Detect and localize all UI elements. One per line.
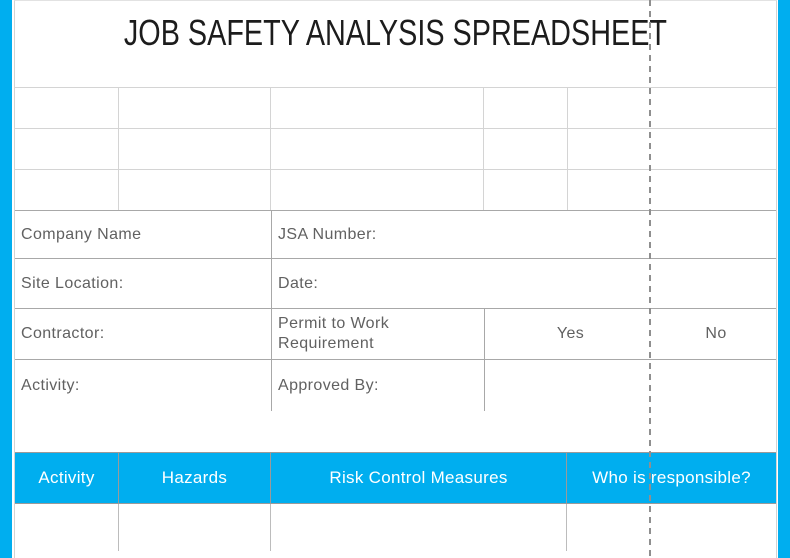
date-cell[interactable]: Date: bbox=[272, 259, 776, 308]
permit-no-cell[interactable]: No bbox=[650, 309, 776, 359]
grid-cell[interactable] bbox=[119, 129, 271, 169]
grid-cell[interactable] bbox=[15, 129, 119, 169]
approved-by-cell[interactable]: Approved By: bbox=[272, 360, 485, 411]
header-responsible-label: Who is responsible? bbox=[592, 468, 751, 487]
jsa-number-cell[interactable]: JSA Number: bbox=[272, 211, 776, 258]
contractor-cell[interactable]: Contractor: bbox=[15, 309, 272, 359]
grid-cell[interactable] bbox=[271, 170, 484, 210]
grid-row bbox=[15, 88, 776, 129]
permit-yes-cell[interactable]: Yes bbox=[485, 309, 650, 359]
grid-cell[interactable] bbox=[484, 170, 568, 210]
activity-label: Activity: bbox=[21, 376, 80, 394]
page-title: JOB SAFETY ANALYSIS SPREADSHEET bbox=[123, 12, 668, 53]
header-risk-control-label: Risk Control Measures bbox=[329, 468, 508, 487]
activity-row: Activity: Approved By: bbox=[15, 359, 776, 411]
contractor-label: Contractor: bbox=[21, 325, 105, 342]
header-activity-cell[interactable]: Activity bbox=[15, 453, 119, 503]
grid-row bbox=[15, 129, 776, 170]
jsa-table-entry-row bbox=[15, 504, 776, 551]
header-responsible-cell[interactable]: Who is responsible? bbox=[567, 453, 776, 503]
approved-by-value-cell[interactable] bbox=[485, 360, 776, 411]
approved-by-label: Approved By: bbox=[278, 376, 379, 394]
grid-cell[interactable] bbox=[568, 129, 776, 169]
header-hazards-label: Hazards bbox=[161, 468, 228, 487]
date-label: Date: bbox=[278, 274, 319, 292]
header-hazards-cell[interactable]: Hazards bbox=[119, 453, 271, 503]
grid-row bbox=[15, 170, 776, 210]
grid-cell[interactable] bbox=[568, 88, 776, 128]
left-accent-bar bbox=[0, 0, 12, 558]
company-name-label: Company Name bbox=[21, 225, 142, 243]
spreadsheet-area: JOB SAFETY ANALYSIS SPREADSHEET bbox=[14, 0, 777, 558]
permit-yes-label: Yes bbox=[556, 325, 585, 342]
top-empty-grid bbox=[15, 87, 776, 210]
title-cell: JOB SAFETY ANALYSIS SPREADSHEET bbox=[15, 1, 776, 87]
jsa-number-label: JSA Number: bbox=[278, 225, 377, 243]
permit-no-label: No bbox=[705, 325, 727, 342]
permit-to-work-cell[interactable]: Permit to Work Requirement bbox=[272, 309, 485, 359]
site-location-row: Site Location: Date: bbox=[15, 258, 776, 308]
grid-cell[interactable] bbox=[119, 88, 271, 128]
grid-cell[interactable] bbox=[15, 88, 119, 128]
contractor-row: Contractor: Permit to Work Requirement Y… bbox=[15, 308, 776, 359]
grid-cell[interactable] bbox=[568, 170, 776, 210]
company-name-cell[interactable]: Company Name bbox=[15, 211, 272, 258]
grid-cell[interactable] bbox=[15, 170, 119, 210]
spacer-row bbox=[15, 411, 776, 452]
permit-to-work-label: Permit to Work Requirement bbox=[278, 315, 390, 352]
grid-cell[interactable] bbox=[484, 88, 568, 128]
company-row: Company Name JSA Number: bbox=[15, 210, 776, 258]
jsa-table-header-row: Activity Hazards Risk Control Measures W… bbox=[15, 452, 776, 504]
entry-hazards-cell[interactable] bbox=[119, 504, 271, 551]
site-location-cell[interactable]: Site Location: bbox=[15, 259, 272, 308]
grid-cell[interactable] bbox=[119, 170, 271, 210]
activity-cell[interactable]: Activity: bbox=[15, 360, 272, 411]
site-location-label: Site Location: bbox=[21, 274, 124, 292]
right-accent-bar bbox=[778, 0, 790, 558]
entry-activity-cell[interactable] bbox=[15, 504, 119, 551]
grid-cell[interactable] bbox=[271, 88, 484, 128]
entry-responsible-cell[interactable] bbox=[567, 504, 776, 551]
header-activity-label: Activity bbox=[38, 468, 95, 487]
grid-cell[interactable] bbox=[271, 129, 484, 169]
header-risk-control-cell[interactable]: Risk Control Measures bbox=[271, 453, 567, 503]
entry-risk-control-cell[interactable] bbox=[271, 504, 567, 551]
grid-cell[interactable] bbox=[484, 129, 568, 169]
